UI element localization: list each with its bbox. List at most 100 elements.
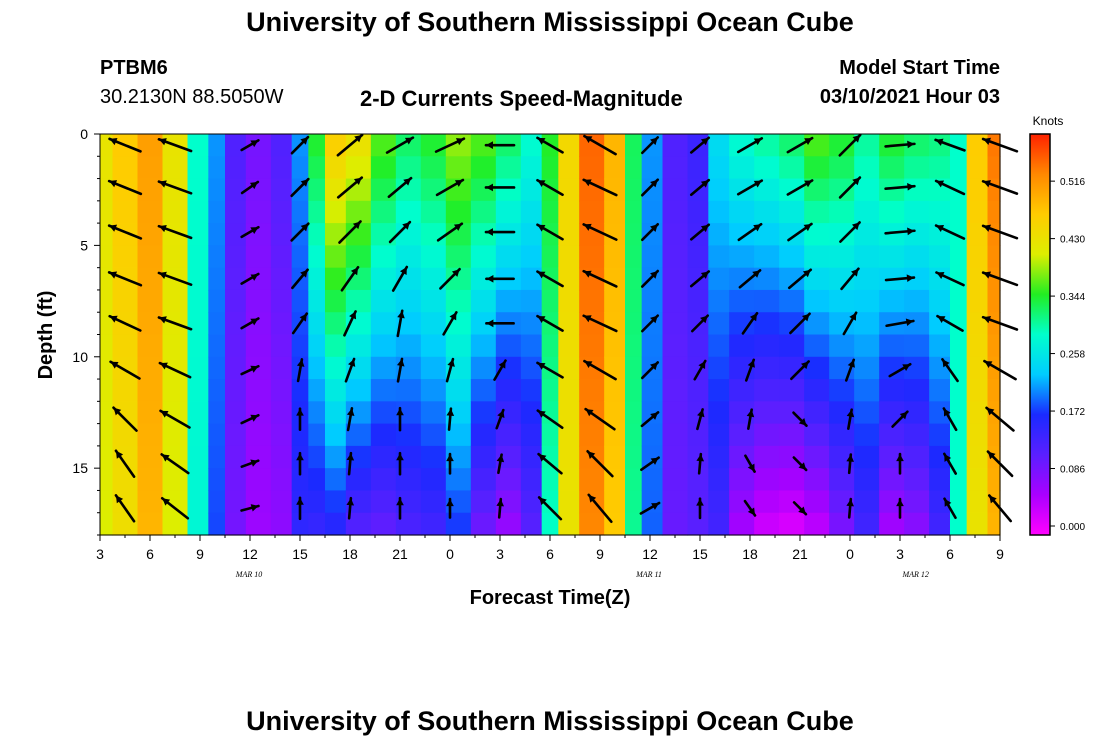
speed-cell (541, 379, 559, 402)
speed-cell (225, 178, 247, 202)
speed-cell (270, 379, 293, 402)
speed-cell (904, 512, 930, 536)
speed-cell (641, 134, 664, 157)
speed-cell (100, 312, 114, 336)
speed-cell (162, 356, 189, 380)
speed-cell (325, 200, 347, 224)
current-vector (109, 360, 141, 380)
vector-head (587, 451, 596, 459)
colorbar-tick-label: 0.516 (1060, 177, 1085, 188)
vector-head (486, 274, 494, 283)
speed-cell (904, 289, 930, 313)
speed-cell (641, 490, 664, 514)
speed-cell (662, 334, 689, 358)
speed-cell (225, 423, 247, 447)
speed-cell (308, 490, 326, 514)
speed-cell (225, 312, 247, 336)
speed-cell (662, 245, 689, 269)
current-vector (160, 496, 190, 520)
vector-head (747, 463, 755, 472)
current-vector (689, 136, 711, 154)
vector-head (250, 365, 259, 373)
speed-cell (470, 178, 497, 202)
speed-cell (370, 134, 397, 157)
vector-head (396, 408, 404, 416)
speed-cell (291, 245, 309, 269)
speed-cell (779, 134, 805, 157)
speed-cell (208, 401, 226, 425)
current-vector (844, 358, 856, 382)
speed-cell (950, 200, 968, 224)
speed-cell (904, 379, 930, 402)
speed-cell (370, 490, 397, 514)
speed-cell (345, 200, 372, 224)
speed-cell (137, 468, 164, 492)
speed-cell (779, 267, 805, 291)
vector-head (989, 495, 997, 504)
speed-cell (854, 267, 880, 291)
speed-cell (904, 356, 930, 380)
vector-head (446, 408, 455, 417)
speed-cell (854, 490, 880, 514)
speed-cell (112, 445, 139, 469)
speed-cell (245, 267, 272, 291)
speed-cell (754, 512, 780, 536)
current-vector (838, 176, 862, 199)
speed-cell (558, 356, 580, 380)
speed-cell (904, 423, 930, 447)
speed-cell (470, 289, 497, 313)
speed-cell (558, 267, 580, 291)
speed-cell (950, 490, 968, 514)
speed-cell (950, 379, 968, 402)
axes: 3 6 9 12 15 18 21 0 3 6 9 12 15 18 21 0 3 6 9 MAR 10 MAR 11 M… (72, 126, 1004, 579)
current-vector (446, 452, 454, 475)
date-label: MAR 10 (235, 570, 262, 579)
current-vector (291, 312, 309, 335)
speed-cell (829, 512, 855, 536)
colorbar-tick-label: 0.172 (1060, 407, 1085, 418)
speed-cell (929, 490, 951, 514)
speed-cell (137, 445, 164, 469)
speed-cell (208, 134, 226, 157)
current-vector (296, 451, 304, 476)
speed-cell (162, 423, 189, 447)
speed-cell (929, 379, 951, 402)
current-vector (896, 497, 904, 519)
current-vector (744, 358, 756, 382)
speed-cell (370, 178, 397, 202)
speed-cell (929, 512, 951, 536)
vector-head (852, 177, 860, 186)
speed-cell (625, 423, 643, 447)
speed-cell (558, 200, 580, 224)
vector-head (296, 408, 304, 416)
speed-cell (520, 289, 543, 313)
speed-cell (470, 490, 497, 514)
speed-cell (470, 468, 497, 492)
speed-cell (829, 312, 855, 336)
speed-cell (225, 490, 247, 514)
speed-cell (208, 512, 226, 536)
speed-cell (641, 245, 664, 269)
current-vector (346, 407, 355, 432)
current-vector (536, 314, 564, 332)
speed-cell (520, 312, 543, 336)
speed-cell (520, 334, 543, 358)
speed-cell (187, 156, 209, 180)
current-vector (786, 179, 814, 196)
speed-cell (779, 468, 805, 492)
speed-cell (804, 356, 830, 380)
speed-cell (162, 490, 189, 514)
speed-cell (470, 423, 497, 447)
speed-cell (308, 379, 326, 402)
speed-cell (708, 134, 730, 157)
vector-head (943, 408, 951, 417)
speed-cell (445, 334, 472, 358)
speed-cell (829, 468, 855, 492)
speed-cell (420, 468, 447, 492)
speed-cell (162, 156, 189, 180)
vector-head (399, 267, 407, 276)
speed-cell (308, 356, 326, 380)
speed-cell (420, 134, 447, 157)
speed-cell (879, 512, 905, 536)
vector-head (162, 498, 171, 506)
